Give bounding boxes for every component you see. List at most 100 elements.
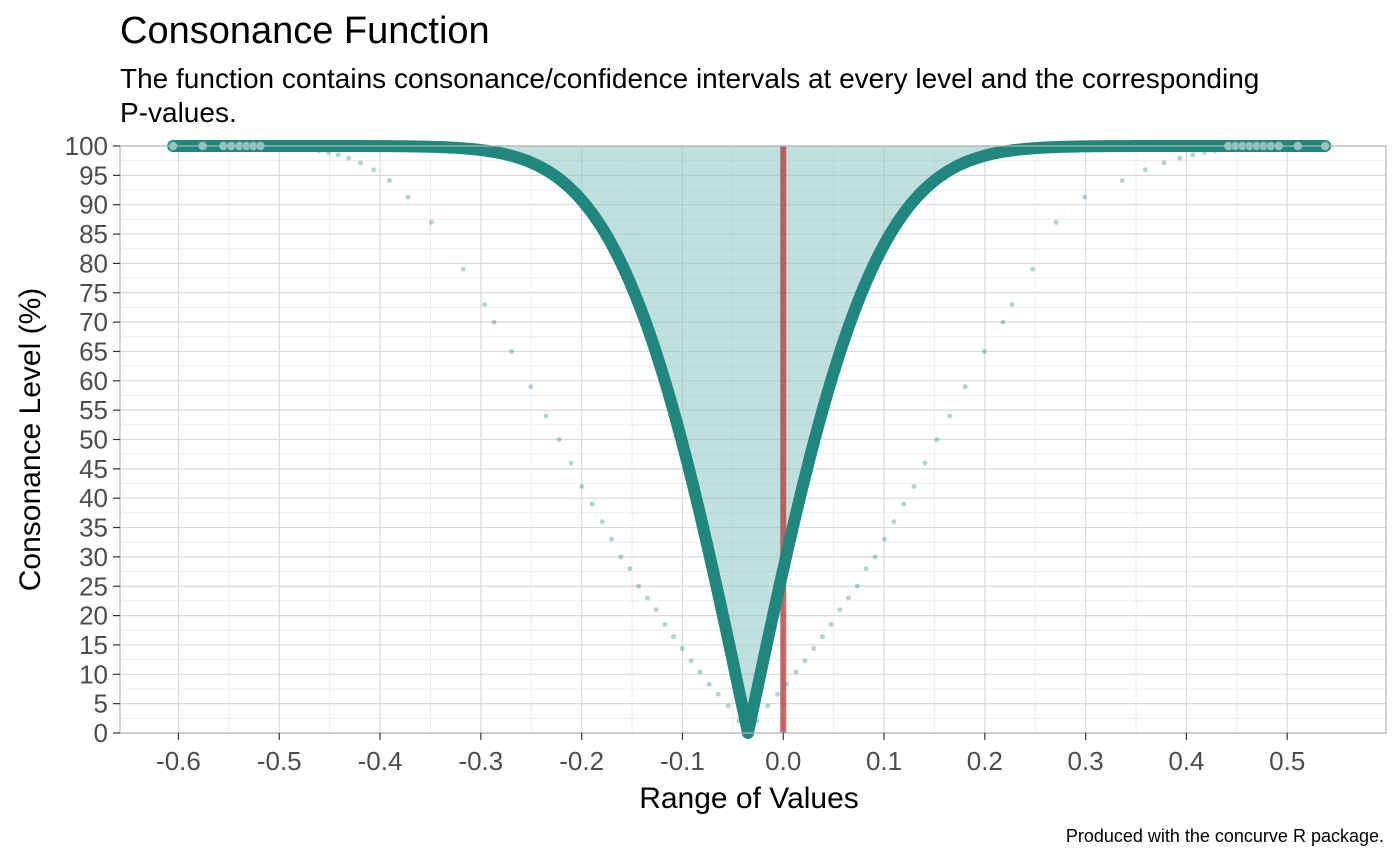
y-tick-label: 20: [79, 601, 108, 631]
curve-point: [568, 460, 574, 466]
x-tick-label: 0.2: [967, 746, 1003, 776]
curve-point: [653, 607, 659, 613]
y-tick-label: 85: [79, 219, 108, 249]
curve-point: [706, 681, 712, 687]
x-tick-label: -0.3: [458, 746, 503, 776]
curve-point: [670, 634, 676, 640]
caption: Produced with the concurve R package.: [1065, 826, 1384, 846]
y-tick-label: 40: [79, 483, 108, 513]
x-tick-label: -0.2: [559, 746, 604, 776]
x-tick-label: 0.1: [866, 746, 902, 776]
curve-point: [845, 595, 851, 601]
curve-point: [509, 348, 515, 354]
x-tick-label: -0.4: [358, 746, 403, 776]
curve-point: [579, 483, 585, 489]
curve-point: [1201, 150, 1207, 156]
curve-point: [589, 501, 595, 507]
curve-point: [491, 319, 497, 325]
curve-point: [1053, 219, 1059, 225]
curve-point: [863, 566, 869, 572]
curve-point: [891, 519, 897, 525]
curve-point: [793, 669, 799, 675]
x-axis-label: Range of Values: [639, 782, 859, 815]
y-tick-label: 35: [79, 513, 108, 543]
curve-point: [901, 501, 907, 507]
curve-point: [543, 413, 549, 419]
curve-point: [346, 155, 352, 161]
curve-point: [264, 144, 270, 150]
y-tick-label: 80: [79, 248, 108, 278]
curve-point: [962, 384, 968, 390]
x-tick-label: -0.5: [257, 746, 302, 776]
curve-point: [1161, 160, 1167, 166]
curve-point: [837, 607, 843, 613]
curve-point: [300, 146, 306, 152]
y-tick-label: 95: [79, 160, 108, 190]
curve-point: [662, 621, 668, 627]
curve-point: [308, 147, 314, 153]
y-tick-label: 30: [79, 542, 108, 572]
curve-point: [599, 519, 605, 525]
y-tick-label: 60: [79, 366, 108, 396]
curve-point: [922, 460, 928, 466]
y-tick-label: 70: [79, 307, 108, 337]
curve-point: [725, 703, 731, 709]
y-tick-label: 45: [79, 454, 108, 484]
curve-point: [775, 691, 781, 697]
curve-point: [819, 634, 825, 640]
curve-point: [697, 669, 703, 675]
curve-point: [715, 691, 721, 697]
curve-point: [828, 621, 834, 627]
x-tick-label: 0.4: [1168, 746, 1204, 776]
y-tick-label: 90: [79, 190, 108, 220]
curve-point: [872, 554, 878, 560]
y-tick-label: 50: [79, 425, 108, 455]
curve-point: [357, 160, 363, 166]
curve-point: [556, 437, 562, 442]
consonance-area: [173, 146, 1326, 733]
curve-point: [482, 301, 488, 307]
y-axis-label: Consonance Level (%): [14, 288, 47, 592]
curve-point: [754, 718, 760, 724]
curve-point: [386, 178, 392, 184]
curve-point: [272, 144, 278, 150]
chart-subtitle: The function contains consonance/confide…: [120, 63, 1260, 128]
x-axis-ticks: -0.6 -0.5 -0.4 -0.3 -0.2 -0.1 0.0 0.1 0.2 0.3 0.4 0…: [156, 733, 1305, 776]
curve-point: [1212, 148, 1218, 154]
y-tick-label: 15: [79, 630, 108, 660]
curve-point: [802, 658, 808, 664]
curve-point: [316, 148, 322, 154]
curve-point: [688, 658, 694, 664]
x-tick-label: 0.5: [1269, 746, 1305, 776]
curve-point: [636, 583, 642, 589]
curve-point: [765, 703, 771, 709]
curve-point: [934, 437, 940, 442]
chart-title: Consonance Function: [120, 10, 490, 52]
curve-point: [325, 150, 331, 156]
curve-point: [644, 595, 650, 601]
curve-point: [679, 645, 685, 651]
curve-point: [428, 219, 434, 225]
y-tick-label: 5: [94, 689, 108, 719]
x-tick-label: -0.6: [156, 746, 201, 776]
y-tick-label: 10: [79, 659, 108, 689]
x-tick-label: -0.1: [660, 746, 705, 776]
curve-point: [293, 145, 299, 151]
curve-point: [947, 413, 953, 419]
curve-point: [1000, 319, 1006, 325]
curve-point: [609, 536, 615, 542]
curve-point: [335, 152, 341, 158]
curve-point: [981, 348, 987, 354]
curve-point: [405, 194, 411, 200]
x-tick-label: 0.0: [765, 746, 801, 776]
curve-point: [1082, 194, 1088, 200]
curve-point: [286, 145, 292, 151]
curve-point: [460, 266, 466, 272]
curve-point: [811, 645, 817, 651]
curve-point: [1119, 178, 1125, 184]
curve-point: [1190, 152, 1196, 158]
x-tick-label: 0.3: [1068, 746, 1104, 776]
curve-point: [618, 554, 624, 560]
curve-point: [1030, 266, 1036, 272]
